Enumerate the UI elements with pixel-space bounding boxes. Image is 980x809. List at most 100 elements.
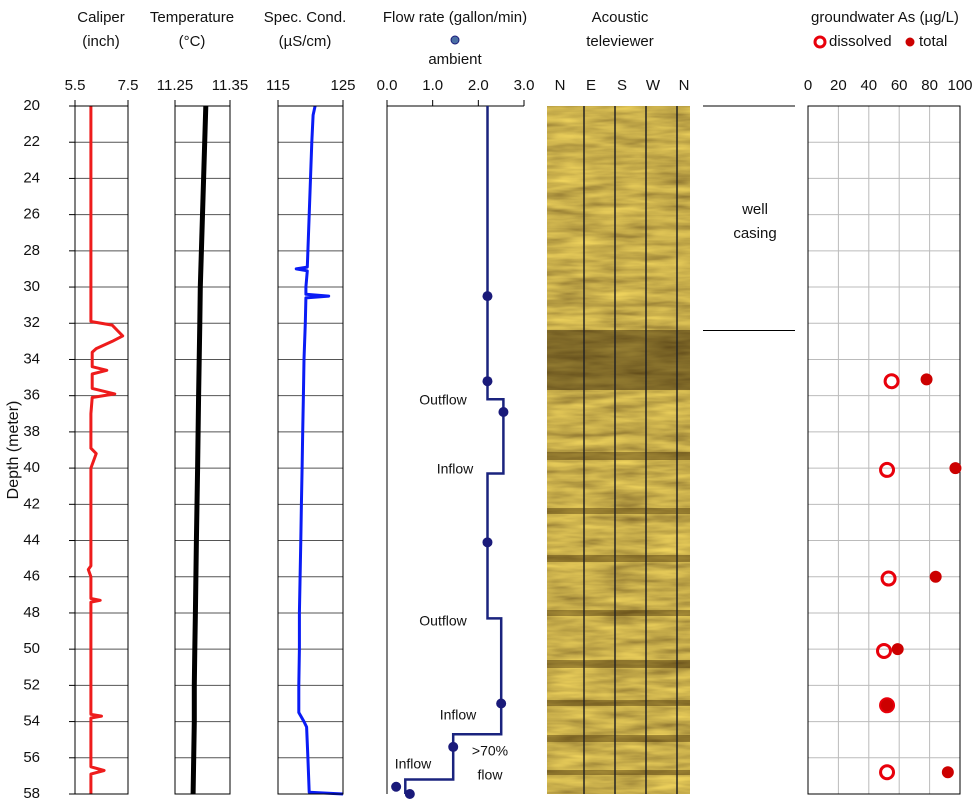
legend-marker — [450, 35, 460, 45]
x-tick-label: N — [555, 77, 566, 94]
x-tick-label: 7.5 — [118, 77, 139, 94]
panel-title: Flow rate (gallon/min) — [383, 9, 527, 26]
flow-point — [391, 781, 402, 792]
x-tick-label: N — [679, 77, 690, 94]
y-tick-label: 46 — [23, 568, 40, 585]
casing-label: well — [741, 201, 768, 218]
x-tick-label: 100 — [947, 77, 972, 94]
x-tick-label: 11.25 — [157, 77, 193, 94]
x-tick-label: W — [646, 77, 661, 94]
as-point — [929, 570, 942, 583]
panel-title: Acoustic — [592, 9, 649, 26]
flow-point — [404, 789, 415, 799]
y-tick-label: 50 — [23, 640, 40, 657]
televiewer-band — [547, 555, 690, 562]
annotation: flow — [478, 767, 504, 783]
y-tick-label: 38 — [23, 423, 40, 440]
y-tick-label: 52 — [23, 676, 40, 693]
y-tick-label: 56 — [23, 749, 40, 766]
x-tick-label: 11.35 — [212, 77, 248, 94]
panel-title: (µS/cm) — [279, 33, 332, 50]
annotation: Outflow — [419, 613, 467, 629]
x-tick-label: E — [586, 77, 596, 94]
x-tick-label: 3.0 — [514, 77, 535, 94]
x-tick-label: 115 — [266, 77, 290, 94]
y-tick-label: 54 — [23, 713, 40, 730]
as-point — [891, 643, 904, 656]
panel-frame — [277, 105, 344, 795]
panel-title: Temperature — [150, 9, 234, 26]
as-point — [879, 697, 896, 714]
flow-point — [448, 741, 459, 752]
as-point — [879, 461, 896, 478]
annotation: >70% — [472, 743, 508, 759]
as-point — [883, 373, 900, 390]
y-tick-label: 32 — [23, 314, 40, 331]
flow-point — [496, 698, 507, 709]
y-tick-label: 28 — [23, 242, 40, 259]
y-tick-label: 58 — [23, 785, 40, 802]
panel-title: Spec. Cond. — [264, 9, 347, 26]
legend-label: total — [919, 33, 947, 50]
panel-frame — [174, 105, 231, 795]
x-tick-label: 0 — [804, 77, 812, 94]
annotation: Inflow — [395, 756, 432, 772]
x-tick-label: 5.5 — [65, 77, 86, 94]
y-tick-label: 36 — [23, 387, 40, 404]
panel-title: (inch) — [82, 33, 120, 50]
legend-marker — [813, 35, 827, 49]
as-point — [879, 764, 896, 781]
as-point — [920, 373, 933, 386]
annotation: Inflow — [437, 461, 474, 477]
televiewer-band — [547, 660, 690, 668]
casing-label: casing — [733, 225, 776, 242]
flow-point — [482, 537, 493, 548]
y-tick-label: 20 — [23, 97, 40, 114]
x-tick-label: 0.0 — [377, 77, 398, 94]
legend-marker — [905, 37, 915, 47]
as-point — [876, 642, 892, 659]
legend-label: dissolved — [829, 33, 892, 50]
flow-point — [482, 291, 493, 302]
x-tick-label: 40 — [860, 77, 877, 94]
y-tick-label: 26 — [23, 206, 40, 223]
as-point — [880, 570, 897, 587]
log-line — [86, 106, 125, 794]
x-tick-label: 80 — [921, 77, 938, 94]
log-line — [190, 105, 209, 795]
panel-frame — [74, 105, 129, 795]
y-tick-label: 48 — [23, 604, 40, 621]
log-line — [294, 105, 344, 796]
y-tick-label: 40 — [23, 459, 40, 476]
y-axis-label: Depth (meter) — [5, 401, 22, 500]
flow-line — [404, 106, 505, 794]
panel-frame — [807, 105, 961, 795]
televiewer-band — [547, 735, 690, 742]
legend-label: ambient — [428, 51, 482, 68]
televiewer-band — [547, 700, 690, 706]
x-tick-label: 20 — [830, 77, 847, 94]
x-tick-label: 60 — [891, 77, 908, 94]
y-tick-label: 24 — [23, 169, 40, 186]
y-tick-label: 30 — [23, 278, 40, 295]
annotation: Outflow — [419, 392, 467, 408]
as-point — [881, 699, 894, 712]
panel-title: Caliper — [77, 9, 125, 26]
x-tick-label: 125 — [330, 77, 355, 94]
as-point — [949, 462, 962, 475]
flow-point — [498, 406, 509, 417]
y-tick-label: 22 — [23, 133, 40, 150]
panel-title: (°C) — [179, 33, 206, 50]
televiewer-dark-zone — [547, 330, 690, 390]
panel-title: televiewer — [586, 33, 654, 50]
y-tick-label: 34 — [23, 350, 40, 367]
y-tick-label: 44 — [23, 531, 40, 548]
panel-title: groundwater As (µg/L) — [811, 9, 959, 26]
televiewer-image — [547, 106, 690, 794]
annotation: Inflow — [440, 707, 477, 723]
x-tick-label: 2.0 — [468, 77, 489, 94]
televiewer-band — [547, 508, 690, 514]
flow-point — [482, 376, 493, 387]
as-point — [941, 766, 954, 779]
